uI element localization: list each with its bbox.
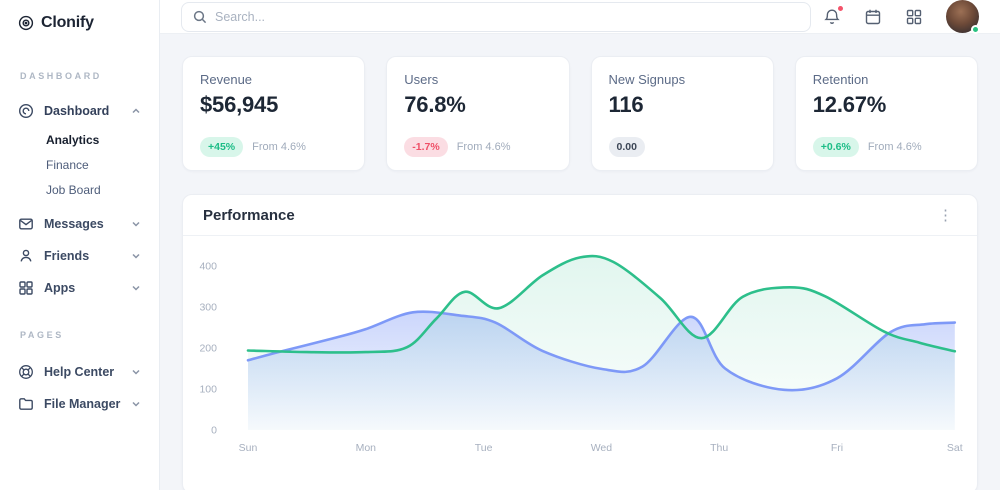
stat-value: $56,945 [200,92,279,117]
chevron-down-icon [131,367,141,377]
sidebar-nav: Dashboard Analytics Finance Job Board Me… [0,95,159,304]
sidebar-item-label: Messages [44,217,104,231]
sidebar-item-label: Help Center [44,365,115,379]
topbar [160,0,1000,34]
change-badge: -1.7% [404,137,448,157]
search-input[interactable] [215,9,799,24]
chevron-up-icon [131,106,141,116]
svg-text:300: 300 [199,302,217,314]
sidebar: Clonify DASHBOARD Dashboard Analytics Fi… [0,0,160,490]
svg-text:200: 200 [199,343,217,355]
sidebar-item-label: Apps [44,281,76,295]
apps-grid-icon [18,280,34,296]
sidebar-item-messages[interactable]: Messages [0,208,159,240]
svg-text:Sun: Sun [239,442,258,454]
brand-logo-icon [18,15,34,31]
dashboard-icon [18,103,34,119]
svg-text:Wed: Wed [591,442,613,454]
svg-text:Fri: Fri [831,442,843,454]
sidebar-item-label: Friends [44,249,90,263]
lifebuoy-icon [18,364,34,380]
stat-value: 12.67% [812,92,887,117]
stat-title: Revenue [200,72,253,87]
panel-title: Performance [203,206,295,224]
stat-note: From 4.6% [867,141,922,153]
dashboard-submenu: Analytics Finance Job Board [0,127,159,208]
chevron-down-icon [131,399,141,409]
sidebar-item-job-board[interactable]: Job Board [46,182,101,197]
svg-text:0: 0 [211,425,217,437]
notifications-button[interactable] [823,4,844,26]
sidebar-item-label: File Manager [44,397,121,411]
series-green-line [246,254,957,354]
series-blue-line [246,310,957,392]
stat-value: 116 [608,92,644,117]
page-content: Revenue $56,945 +45% From 4.6% Users 76.… [160,34,1000,490]
stat-title: Users [404,72,439,87]
mail-icon [18,216,34,232]
user-icon [18,248,34,264]
performance-panel: Performance ⋮ [182,194,978,490]
topbar-actions [823,0,980,34]
online-status-dot [971,25,980,34]
brand-name: Clonify [41,13,94,31]
sidebar-item-friends[interactable]: Friends [0,240,159,272]
stat-card-retention: Retention 12.67% +0.6% From 4.6% [794,56,978,171]
sidebar-item-label: Dashboard [44,104,110,118]
stat-card-users: Users 76.8% -1.7% From 4.6% [386,56,570,171]
search-box[interactable] [181,1,811,32]
chart-container: 400 300 200 100 0 Sun Mon Tue Wed Thu Fri Sat [183,236,977,486]
chevron-down-icon [131,251,141,261]
sidebar-item-help-center[interactable]: Help Center [0,356,159,388]
notification-dot [837,4,844,12]
panel-header: Performance ⋮ [183,195,977,236]
svg-text:100: 100 [199,384,217,396]
chevron-down-icon [131,219,141,229]
sidebar-item-analytics[interactable]: Analytics [46,132,100,147]
stat-title: Retention [812,72,869,87]
folder-icon [18,396,34,412]
search-icon [193,10,207,24]
svg-text:400: 400 [199,261,217,273]
section-label-dashboard: DASHBOARD [20,71,102,81]
sidebar-item-file-manager[interactable]: File Manager [0,388,159,420]
svg-text:Thu: Thu [710,442,728,454]
user-avatar[interactable] [946,0,980,34]
svg-text:Sat: Sat [947,442,963,454]
sidebar-item-finance[interactable]: Finance [46,157,89,172]
series-green-area [248,256,955,430]
change-badge: +45% [200,137,244,157]
change-badge: +0.6% [812,137,859,157]
chevron-down-icon [131,283,141,293]
sidebar-item-dashboard[interactable]: Dashboard [0,95,159,127]
main-area: Revenue $56,945 +45% From 4.6% Users 76.… [160,0,1000,490]
stat-value: 76.8% [404,92,466,117]
sidebar-item-apps[interactable]: Apps [0,272,159,304]
more-options-button[interactable]: ⋮ [938,206,953,224]
stat-note: From 4.6% [456,141,511,153]
sidebar-nav-pages: Help Center File Manager [0,356,159,420]
stat-cards-row: Revenue $56,945 +45% From 4.6% Users 76.… [182,56,978,171]
svg-text:Mon: Mon [356,442,377,454]
stat-card-new-signups: New Signups 116 0.00 [590,56,774,171]
apps-launcher-button[interactable] [905,8,923,26]
calendar-button[interactable] [864,8,882,26]
performance-chart: 400 300 200 100 0 Sun Mon Tue Wed Thu Fri Sat [199,254,963,454]
svg-text:Tue: Tue [475,442,493,454]
brand[interactable]: Clonify [0,0,159,45]
stat-title: New Signups [608,72,686,87]
stat-note: From 4.6% [252,141,306,153]
change-badge: 0.00 [608,137,645,157]
section-label-pages: PAGES [20,330,64,340]
stat-card-revenue: Revenue $56,945 +45% From 4.6% [182,56,366,171]
